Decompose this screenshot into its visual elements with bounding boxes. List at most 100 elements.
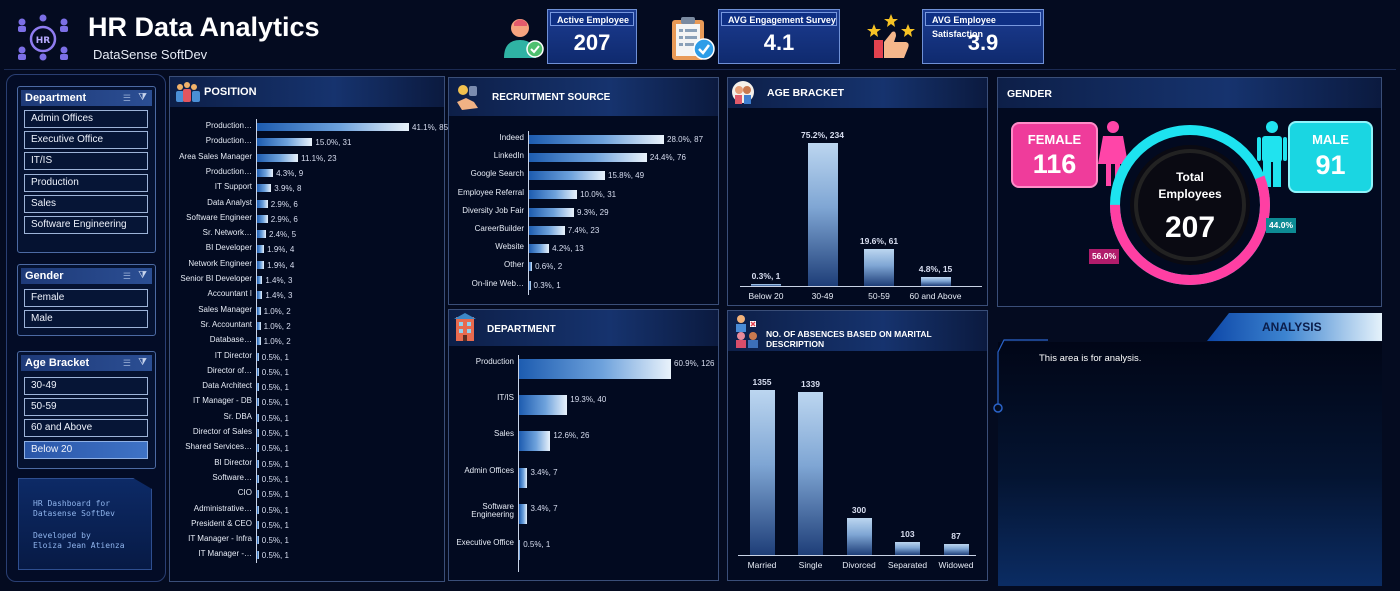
bar-label: Production…: [205, 166, 252, 176]
slicer-item-sales[interactable]: Sales: [24, 195, 148, 213]
bar: [943, 544, 969, 555]
bar: [257, 153, 299, 162]
bar: [257, 551, 259, 560]
kpi-value: 207: [573, 30, 611, 55]
bar: [257, 536, 259, 545]
bar-value: 75.2%, 234: [800, 130, 844, 140]
bar-label: IT Manager - DB: [193, 396, 252, 406]
bar-label: Shared Services…: [185, 442, 252, 452]
bar: [519, 431, 551, 452]
donut-female-segment: [1110, 125, 1270, 285]
thumbs-up-stars-icon: [866, 12, 916, 62]
bar-value: 3.9%, 8: [274, 184, 302, 194]
bar: [920, 276, 951, 286]
bar-label: Production: [475, 357, 514, 366]
slicer-item-60-and-above[interactable]: 60 and Above: [24, 419, 148, 437]
bar-value: 0.3%, 1: [533, 280, 561, 290]
bar-value: 0.5%, 1: [261, 520, 289, 530]
bar-value: 41.1%, 85: [412, 123, 449, 132]
clear-filter-icon[interactable]: ⧩: [138, 92, 147, 103]
kpi-active-employee: Active Employee 207: [547, 9, 637, 64]
slicer-item-admin-offices[interactable]: Admin Offices: [24, 110, 148, 128]
multi-select-icon[interactable]: ☰: [122, 271, 131, 281]
employee-check-icon: [500, 16, 546, 60]
position-bar-chart: Production… 41.1%, 85 Production… 15.0%, 31…: [170, 77, 449, 583]
bar: [807, 143, 838, 286]
bar-value: 300: [851, 505, 867, 516]
slicer-title: Department: [21, 90, 152, 106]
credit-line: Eloiza Jean Atienza: [33, 541, 125, 550]
bar-value: 4.3%, 9: [276, 168, 304, 178]
slicer-item-below-20[interactable]: Below 20: [24, 441, 148, 459]
bar: [257, 245, 265, 254]
bar-value: 1.0%, 2: [263, 337, 291, 347]
age-bar-chart: 0.3%, 1 Below 20 75.2%, 234 30-49 19.6%, 61 5…: [728, 78, 989, 307]
bar-value: 2.4%, 5: [268, 230, 297, 240]
analysis-title: ANALYSIS: [1262, 320, 1322, 334]
analysis-connector-line: [993, 339, 1048, 413]
slicer-item-male[interactable]: Male: [24, 310, 148, 328]
bar: [519, 540, 521, 560]
clear-filter-icon[interactable]: ⧩: [138, 357, 147, 368]
bar-label: Diversity Job Fair: [462, 205, 524, 215]
recruitment-panel: RECRUITMENT SOURCE Indeed 28.0%, 87 Linked…: [448, 77, 719, 305]
axis-label: Married: [747, 560, 777, 570]
bar-value: 0.5%, 1: [523, 540, 551, 549]
bar-value: 0.3%, 1: [751, 271, 781, 281]
female-label: FEMALE: [1027, 132, 1082, 147]
slicer-item-software-engineering[interactable]: Software Engineering: [24, 216, 148, 234]
bar: [529, 262, 533, 272]
building-icon: [453, 313, 477, 343]
bar-label: IT/IS: [497, 393, 514, 403]
chart-axis: [528, 131, 529, 295]
bar-value: 0.5%, 1: [261, 429, 289, 438]
bar-value: 4.2%, 13: [552, 244, 584, 254]
age-bracket-panel: AGE BRACKET 0.3%, 1 Below 20 75.2%, 234 30-…: [727, 77, 988, 306]
bar: [257, 291, 263, 300]
male-label: MALE: [1312, 132, 1349, 147]
couple-icon: [733, 314, 763, 348]
bar-label: Software Engineer: [186, 212, 252, 222]
axis-label: Widowed: [938, 560, 974, 570]
kpi-avg-satisfaction: AVG Employee Satisfaction 3.9: [922, 9, 1044, 64]
multi-select-icon[interactable]: ☰: [122, 358, 131, 368]
bar: [749, 390, 775, 555]
bar-label: Data Architect: [202, 381, 252, 391]
female-percent-badge: 56.0%: [1089, 249, 1119, 264]
multi-select-icon[interactable]: ☰: [122, 93, 131, 103]
clear-filter-icon[interactable]: ⧩: [138, 270, 147, 281]
slicer-item-production[interactable]: Production: [24, 174, 148, 192]
bar: [257, 367, 259, 376]
bar-label: CIO: [237, 488, 252, 498]
bar: [257, 260, 265, 269]
bar: [257, 230, 266, 239]
panel-header: [449, 78, 718, 116]
bar-label: Software…: [212, 472, 252, 482]
hr-network-icon: HR: [14, 14, 72, 64]
bar: [257, 413, 259, 422]
bar: [519, 395, 568, 416]
slicer-item-50-59[interactable]: 50-59: [24, 398, 148, 416]
slicer-item-it-is[interactable]: IT/IS: [24, 152, 148, 170]
bar-value: 1.0%, 2: [263, 306, 291, 316]
slicer-gender: Gender ☰ ⧩ Female Male: [17, 264, 156, 336]
bar: [257, 490, 259, 499]
bar-label: LinkedIn: [493, 151, 524, 161]
slicer-item-female[interactable]: Female: [24, 289, 148, 307]
bar: [864, 248, 894, 286]
bar-value: 0.5%, 1: [261, 444, 289, 454]
axis-label: Divorced: [842, 560, 876, 570]
chart-axis: [256, 119, 257, 563]
slicer-item-executive-office[interactable]: Executive Office: [24, 131, 148, 149]
bar: [257, 214, 268, 223]
panel-header: [998, 78, 1381, 108]
bar-label: Network Engineer: [188, 258, 252, 268]
axis-label: Separated: [887, 560, 928, 570]
total-label: Total: [1176, 170, 1204, 184]
analysis-text[interactable]: This area is for analysis.: [1039, 353, 1142, 364]
slicer-item-30-49[interactable]: 30-49: [24, 377, 148, 395]
bar-label: President & CEO: [191, 518, 252, 528]
female-count: 116: [1032, 149, 1077, 179]
panel-title: RECRUITMENT SOURCE: [492, 92, 611, 103]
